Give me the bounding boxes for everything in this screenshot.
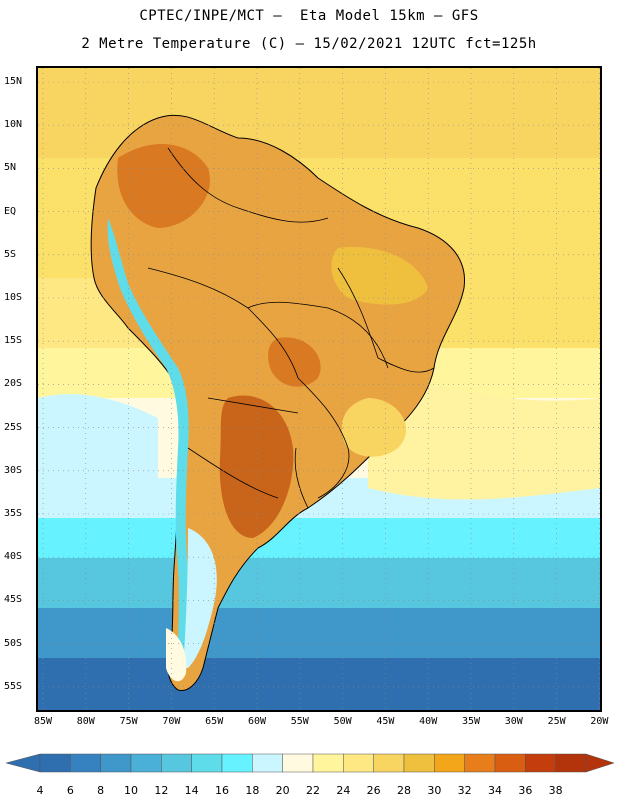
colorbar-label: 18 (245, 784, 259, 797)
land-warm-northeast (331, 247, 428, 305)
longitude-label: 60W (247, 716, 267, 727)
colorbar-arrow-low (5, 753, 41, 773)
colorbar-swatch (464, 753, 496, 773)
colorbar-swatch (525, 753, 556, 773)
longitude-label: 20W (590, 716, 609, 727)
colorbar-label: 26 (367, 784, 381, 797)
colorbar-swatch (191, 753, 223, 773)
colorbar-label: 36 (518, 784, 532, 797)
latitude-label: 20S (4, 378, 23, 390)
latitude-label: 45S (4, 594, 23, 606)
colorbar-swatch (221, 753, 253, 773)
longitude-label: 65W (205, 716, 224, 727)
colorbar-label: 10 (124, 784, 138, 797)
ocean-band-teal (38, 558, 600, 608)
longitude-label: 85W (33, 716, 53, 727)
colorbar-label: 16 (215, 784, 229, 797)
colorbar-label: 34 (488, 784, 502, 797)
map-title-line-1: CPTEC/INPE/MCT – Eta Model 15km – GFS (139, 8, 479, 24)
colorbar-swatch (434, 753, 465, 773)
land-hot-chaco (219, 395, 294, 538)
colorbar-swatch (555, 753, 587, 773)
longitude-label: 40W (419, 716, 438, 727)
colorbar-swatch (70, 753, 101, 773)
longitude-label: 30W (504, 716, 523, 727)
colorbar-label: 22 (306, 784, 320, 797)
tierra-del-fuego (166, 628, 187, 682)
colorbar-swatch (252, 753, 283, 773)
colorbar-label: 8 (97, 784, 104, 797)
colorbar-swatch (403, 753, 435, 773)
longitude-label: 50W (333, 716, 352, 727)
latitude-label: 50S (4, 637, 23, 649)
colorbar-swatch (343, 753, 374, 773)
colorbar-arrow-high (585, 753, 615, 773)
ocean-band-deep-blue (38, 658, 600, 710)
ocean-band-cyan (38, 518, 600, 558)
colorbar-swatch (282, 753, 314, 773)
colorbar-label: 14 (185, 784, 199, 797)
latitude-label: 25S (4, 421, 23, 433)
colorbar-label: 4 (37, 784, 44, 797)
temperature-colorbar: 4 6 8 10 12 14 16 18 20 22 24 26 28 30 32 34 36 38 (5, 753, 615, 797)
latitude-label: EQ (4, 205, 17, 217)
longitude-label: 75W (119, 716, 138, 727)
map-canvas (38, 68, 600, 710)
latitude-label: 5S (4, 248, 17, 260)
latitude-label: 10S (4, 292, 23, 303)
latitude-label: 55S (4, 680, 23, 692)
latitude-label: 10N (4, 119, 23, 131)
colorbar-label: 38 (549, 784, 563, 797)
latitude-label: 35S (4, 508, 23, 519)
colorbar-label: 6 (67, 784, 74, 797)
colorbar-label: 12 (154, 784, 168, 797)
colorbar-swatch (130, 753, 162, 773)
longitude-label: 45W (376, 716, 395, 727)
ocean-warm-tongue (368, 368, 600, 500)
patagonia-cool (183, 528, 217, 668)
colorbar-swatch (494, 753, 526, 773)
colorbar-swatch (373, 753, 405, 773)
colorbar-label: 28 (397, 784, 411, 797)
temperature-map (36, 66, 602, 712)
colorbar-label: 30 (427, 784, 441, 797)
ocean-pacific-cool (38, 394, 158, 488)
ocean-band-blue (38, 608, 600, 658)
andes-cool-strip (107, 218, 189, 658)
colorbar-swatch (161, 753, 192, 773)
latitude-label: 5N (4, 162, 17, 174)
country-borders (147, 147, 435, 509)
colorbar-swatch (39, 753, 71, 773)
longitude-label: 55W (290, 716, 309, 727)
longitude-label: 25W (547, 716, 566, 727)
latitude-label: 15S (4, 335, 23, 347)
land-hot-north (117, 144, 210, 228)
colorbar-label: 20 (276, 784, 290, 797)
graticule (38, 68, 600, 710)
longitude-label: 70W (162, 716, 181, 727)
colorbar-label: 32 (458, 784, 472, 797)
colorbar-label: 24 (336, 784, 350, 797)
latitude-label: 40S (4, 551, 23, 563)
longitude-label: 80W (76, 716, 95, 727)
colorbar-swatch (100, 753, 132, 773)
land-hot-pantanal (268, 337, 321, 387)
colorbar-swatch (312, 753, 344, 773)
map-title-line-2: 2 Metre Temperature (C) – 15/02/2021 12U… (81, 36, 537, 52)
longitude-label: 35W (461, 716, 481, 727)
latitude-label: 30S (4, 464, 23, 476)
latitude-label: 15N (4, 76, 23, 87)
